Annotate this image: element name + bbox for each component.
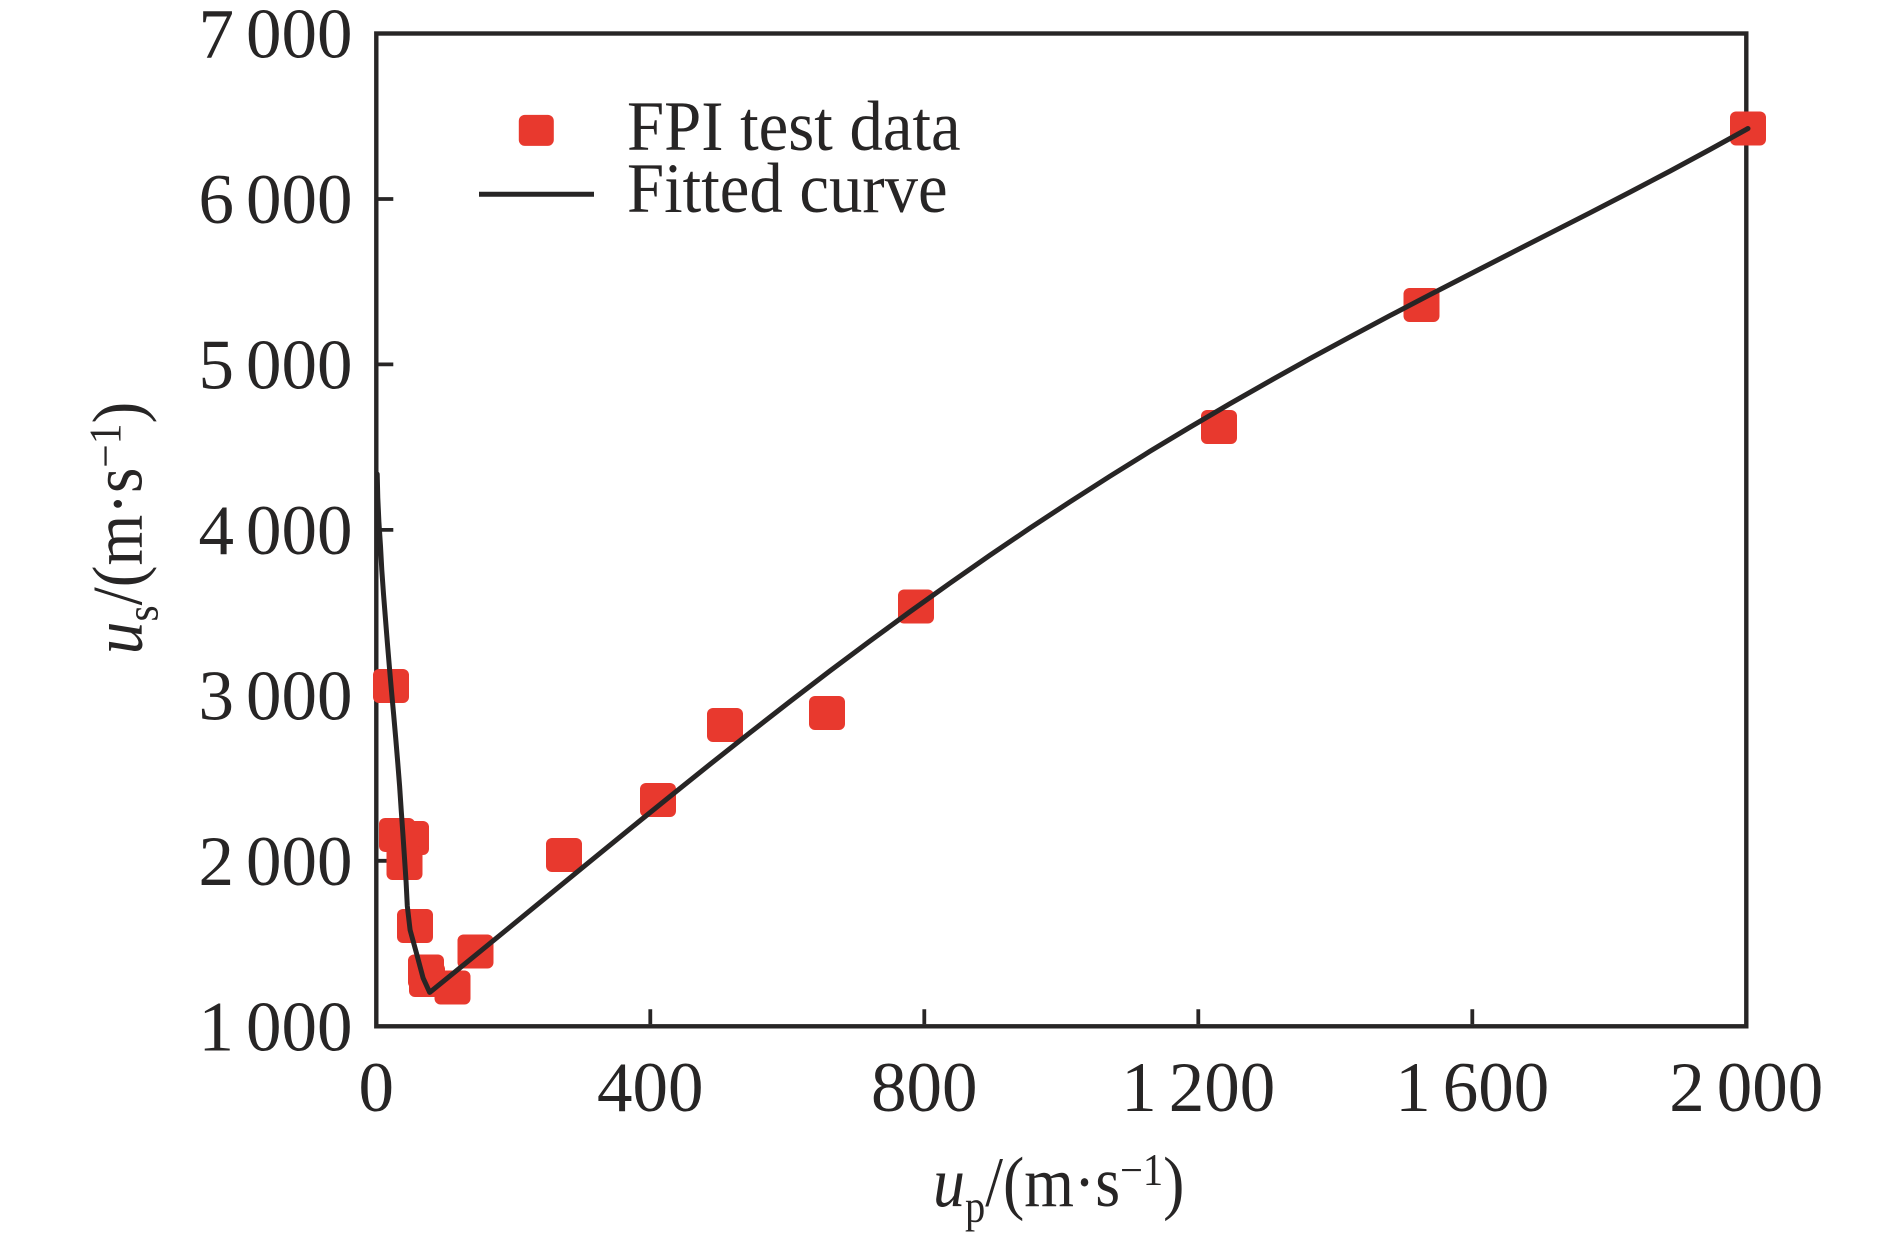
svg-text:6 000: 6 000 xyxy=(199,161,353,239)
svg-text:2 000: 2 000 xyxy=(1669,1049,1823,1127)
svg-text:800: 800 xyxy=(871,1049,978,1127)
svg-text:4 000: 4 000 xyxy=(199,492,353,570)
svg-text:7 000: 7 000 xyxy=(199,0,353,74)
svg-text:2 000: 2 000 xyxy=(199,823,353,901)
svg-text:1 200: 1 200 xyxy=(1121,1049,1275,1127)
svg-text:5 000: 5 000 xyxy=(199,326,353,404)
svg-text:FPI test data: FPI test data xyxy=(627,87,961,165)
svg-text:3 000: 3 000 xyxy=(199,657,353,735)
svg-text:us/(m·s−1): us/(m·s−1) xyxy=(78,402,168,654)
svg-text:1 600: 1 600 xyxy=(1395,1049,1549,1127)
svg-text:1 000: 1 000 xyxy=(199,988,353,1066)
svg-text:Fitted curve: Fitted curve xyxy=(627,149,948,227)
svg-text:0: 0 xyxy=(359,1049,395,1127)
svg-text:400: 400 xyxy=(597,1049,704,1127)
svg-text:up/(m·s−1): up/(m·s−1) xyxy=(933,1143,1184,1233)
